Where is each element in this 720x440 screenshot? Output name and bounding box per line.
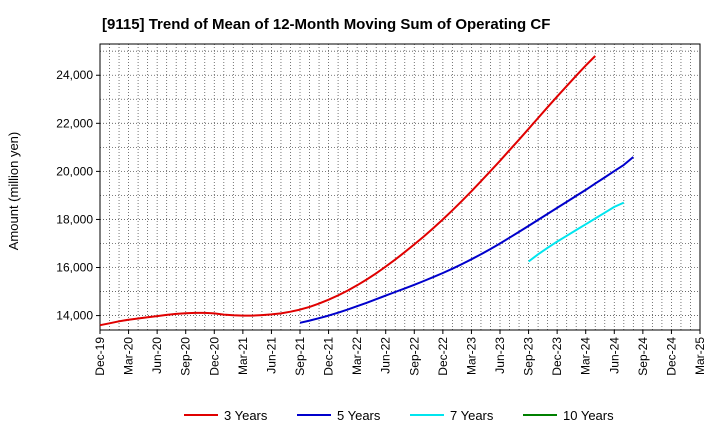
x-axis-ticks: Dec-19 Mar-20 Jun-20 Sep-20 Dec-20 Mar-21 Jun-… [93,330,707,376]
grid [100,44,700,330]
x-tick-label: Sep-24 [636,337,650,376]
series-line-3-years [99,55,596,327]
y-tick-label: 14,000 [56,309,93,323]
y-tick-label: 24,000 [56,68,93,82]
x-tick-label: Mar-25 [693,337,707,375]
x-tick-label: Jun-21 [264,337,278,374]
x-tick-label: Jun-22 [379,337,393,374]
x-tick-label: Mar-22 [350,337,364,375]
x-tick-label: Mar-23 [464,337,478,375]
x-tick-label: Dec-23 [550,337,564,376]
x-tick-label: Dec-24 [664,337,678,376]
x-tick-label: Mar-21 [236,337,250,375]
x-tick-label: Dec-19 [93,337,107,376]
legend-label-5-years: 5 Years [337,408,381,423]
x-tick-label: Sep-23 [522,337,536,376]
y-axis-title: Amount (million yen) [6,132,21,251]
series-line-7-years [527,201,625,263]
legend-label-3-years: 3 Years [224,408,268,423]
plot-area-frame [99,43,701,331]
y-tick-label: 16,000 [56,261,93,275]
legend: 3 Years 5 Years 7 Years 10 Years [184,408,614,423]
x-tick-label: Dec-21 [322,337,336,376]
x-tick-label: Jun-24 [607,337,621,374]
x-tick-label: Jun-23 [493,337,507,374]
x-tick-label: Sep-22 [407,337,421,376]
x-tick-label: Mar-24 [579,337,593,375]
x-tick-label: Dec-20 [207,337,221,376]
y-tick-label: 22,000 [56,116,93,130]
y-tick-label: 20,000 [56,164,93,178]
x-tick-label: Mar-20 [122,337,136,375]
legend-label-7-years: 7 Years [450,408,494,423]
series-line-5-years [299,156,634,324]
x-tick-label: Sep-21 [293,337,307,376]
x-tick-label: Dec-22 [436,337,450,376]
legend-label-10-years: 10 Years [563,408,614,423]
y-axis-ticks: 14,000 16,000 18,000 20,000 22,000 24,000 [56,68,100,323]
x-tick-label: Sep-20 [179,337,193,376]
x-tick-label: Jun-20 [150,337,164,374]
y-tick-label: 18,000 [56,212,93,226]
series-layer [99,55,634,327]
chart-title: [9115] Trend of Mean of 12-Month Moving … [102,16,550,33]
